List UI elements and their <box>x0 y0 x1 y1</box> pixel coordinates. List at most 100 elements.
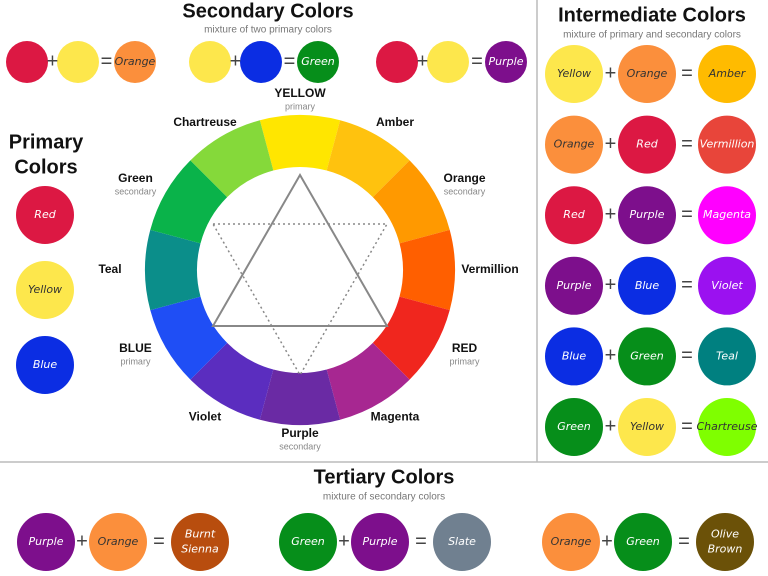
color-swatch <box>545 256 603 315</box>
color-label: Orange <box>115 55 156 68</box>
wheel-center <box>198 168 402 372</box>
triangle <box>211 223 389 377</box>
operator: + <box>47 50 59 72</box>
wheel-label: Orange <box>444 171 486 185</box>
color-swatch <box>17 513 75 571</box>
color-swatch <box>696 513 754 571</box>
color-swatch <box>427 41 469 83</box>
color-swatch <box>171 513 229 571</box>
wheel-sublabel: primary <box>285 101 316 111</box>
operator: = <box>681 203 693 225</box>
wheel-segment <box>326 120 410 198</box>
color-label: Yellow <box>630 420 664 433</box>
color-label: Slate <box>448 535 476 548</box>
color-swatch <box>698 256 756 315</box>
wheel-segment <box>399 229 455 311</box>
color-swatch <box>618 256 676 315</box>
color-swatch <box>545 45 603 103</box>
wheel-label: Teal <box>98 262 121 276</box>
color-swatch <box>698 186 756 245</box>
color-label: Chartreuse <box>697 420 758 433</box>
operator: = <box>681 415 693 437</box>
color-swatch <box>618 115 676 174</box>
color-label: Red <box>34 208 56 221</box>
wheel-segment <box>150 296 228 380</box>
color-label: Green <box>630 349 664 362</box>
color-swatch <box>6 41 48 83</box>
section-title: Primary <box>9 131 84 153</box>
color-swatch <box>297 41 339 83</box>
operator: = <box>681 274 693 296</box>
wheel-label: Magenta <box>371 409 420 423</box>
wheel-label: Vermillion <box>461 262 518 276</box>
color-swatch <box>698 398 756 456</box>
color-label: Green <box>557 420 591 433</box>
wheel-segment <box>145 229 201 311</box>
wheel-segment <box>150 160 228 244</box>
operator: = <box>681 345 693 367</box>
color-swatch <box>16 336 74 394</box>
operator: + <box>338 530 350 552</box>
wheel-label: Green <box>118 171 153 185</box>
wheel-segment <box>259 115 341 171</box>
color-swatch <box>114 41 156 83</box>
color-label: Yellow <box>28 283 62 296</box>
color-swatch <box>240 41 282 83</box>
color-label: Orange <box>98 535 139 548</box>
color-label: Amber <box>708 67 747 80</box>
wheel-label: Purple <box>281 426 319 440</box>
wheel-segment <box>259 369 341 425</box>
color-label: Purple <box>363 535 398 548</box>
color-label: Red <box>636 138 658 151</box>
color-swatch <box>698 327 756 386</box>
color-label: Purple <box>630 208 665 221</box>
wheel-segment <box>326 342 410 420</box>
operator: = <box>681 62 693 84</box>
operator: + <box>605 133 617 155</box>
wheel-label: Amber <box>376 115 414 129</box>
wheel-sublabel: primary <box>120 356 151 366</box>
color-swatch <box>279 513 337 571</box>
color-swatch <box>542 513 600 571</box>
operator: = <box>284 50 296 72</box>
color-label: Orange <box>627 67 668 80</box>
wheel-segment <box>190 342 274 420</box>
wheel-segment <box>372 296 450 380</box>
section-subtitle: mixture of secondary colors <box>323 492 445 503</box>
wheel-sublabel: secondary <box>115 186 157 196</box>
color-label: Orange <box>551 535 592 548</box>
operator: + <box>230 50 242 72</box>
wheel-label: RED <box>452 341 478 355</box>
section-title: Colors <box>14 156 77 178</box>
wheel-label: BLUE <box>119 341 152 355</box>
wheel-segment <box>372 160 450 244</box>
color-label: Violet <box>711 279 743 292</box>
operator: = <box>415 530 427 552</box>
operator: + <box>605 415 617 437</box>
color-swatch <box>433 513 491 571</box>
operator: = <box>471 50 483 72</box>
operator: + <box>601 530 613 552</box>
operator: = <box>101 50 113 72</box>
wheel-label: YELLOW <box>274 86 326 100</box>
color-label: Blue <box>562 349 587 362</box>
color-swatch <box>351 513 409 571</box>
color-label: Teal <box>716 349 738 362</box>
color-label: Vermillion <box>700 138 755 151</box>
color-wheel <box>145 115 455 425</box>
wheel-sublabel: primary <box>450 356 481 366</box>
color-label: Blue <box>635 279 660 292</box>
wheel-label: Violet <box>189 409 221 423</box>
wheel-sublabel: secondary <box>444 186 486 196</box>
color-swatch <box>57 41 99 83</box>
color-swatch <box>618 327 676 386</box>
color-label: Green <box>291 535 325 548</box>
color-label: Olive <box>711 528 739 541</box>
color-label: Brown <box>708 543 743 556</box>
section-title: Intermediate Colors <box>558 4 746 26</box>
color-swatch <box>698 115 756 174</box>
color-swatch <box>618 45 676 103</box>
color-swatch <box>189 41 231 83</box>
operator: = <box>681 133 693 155</box>
